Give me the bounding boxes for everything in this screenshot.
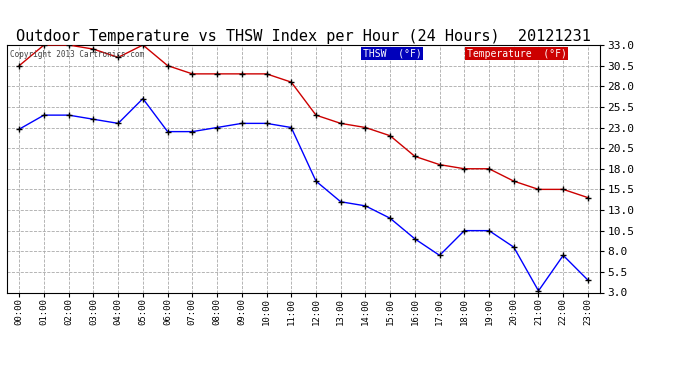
Text: THSW  (°F): THSW (°F) — [363, 49, 422, 59]
Title: Outdoor Temperature vs THSW Index per Hour (24 Hours)  20121231: Outdoor Temperature vs THSW Index per Ho… — [16, 29, 591, 44]
Text: Temperature  (°F): Temperature (°F) — [466, 49, 566, 59]
Text: Copyright 2013 Cartronics.com: Copyright 2013 Cartronics.com — [10, 50, 144, 59]
